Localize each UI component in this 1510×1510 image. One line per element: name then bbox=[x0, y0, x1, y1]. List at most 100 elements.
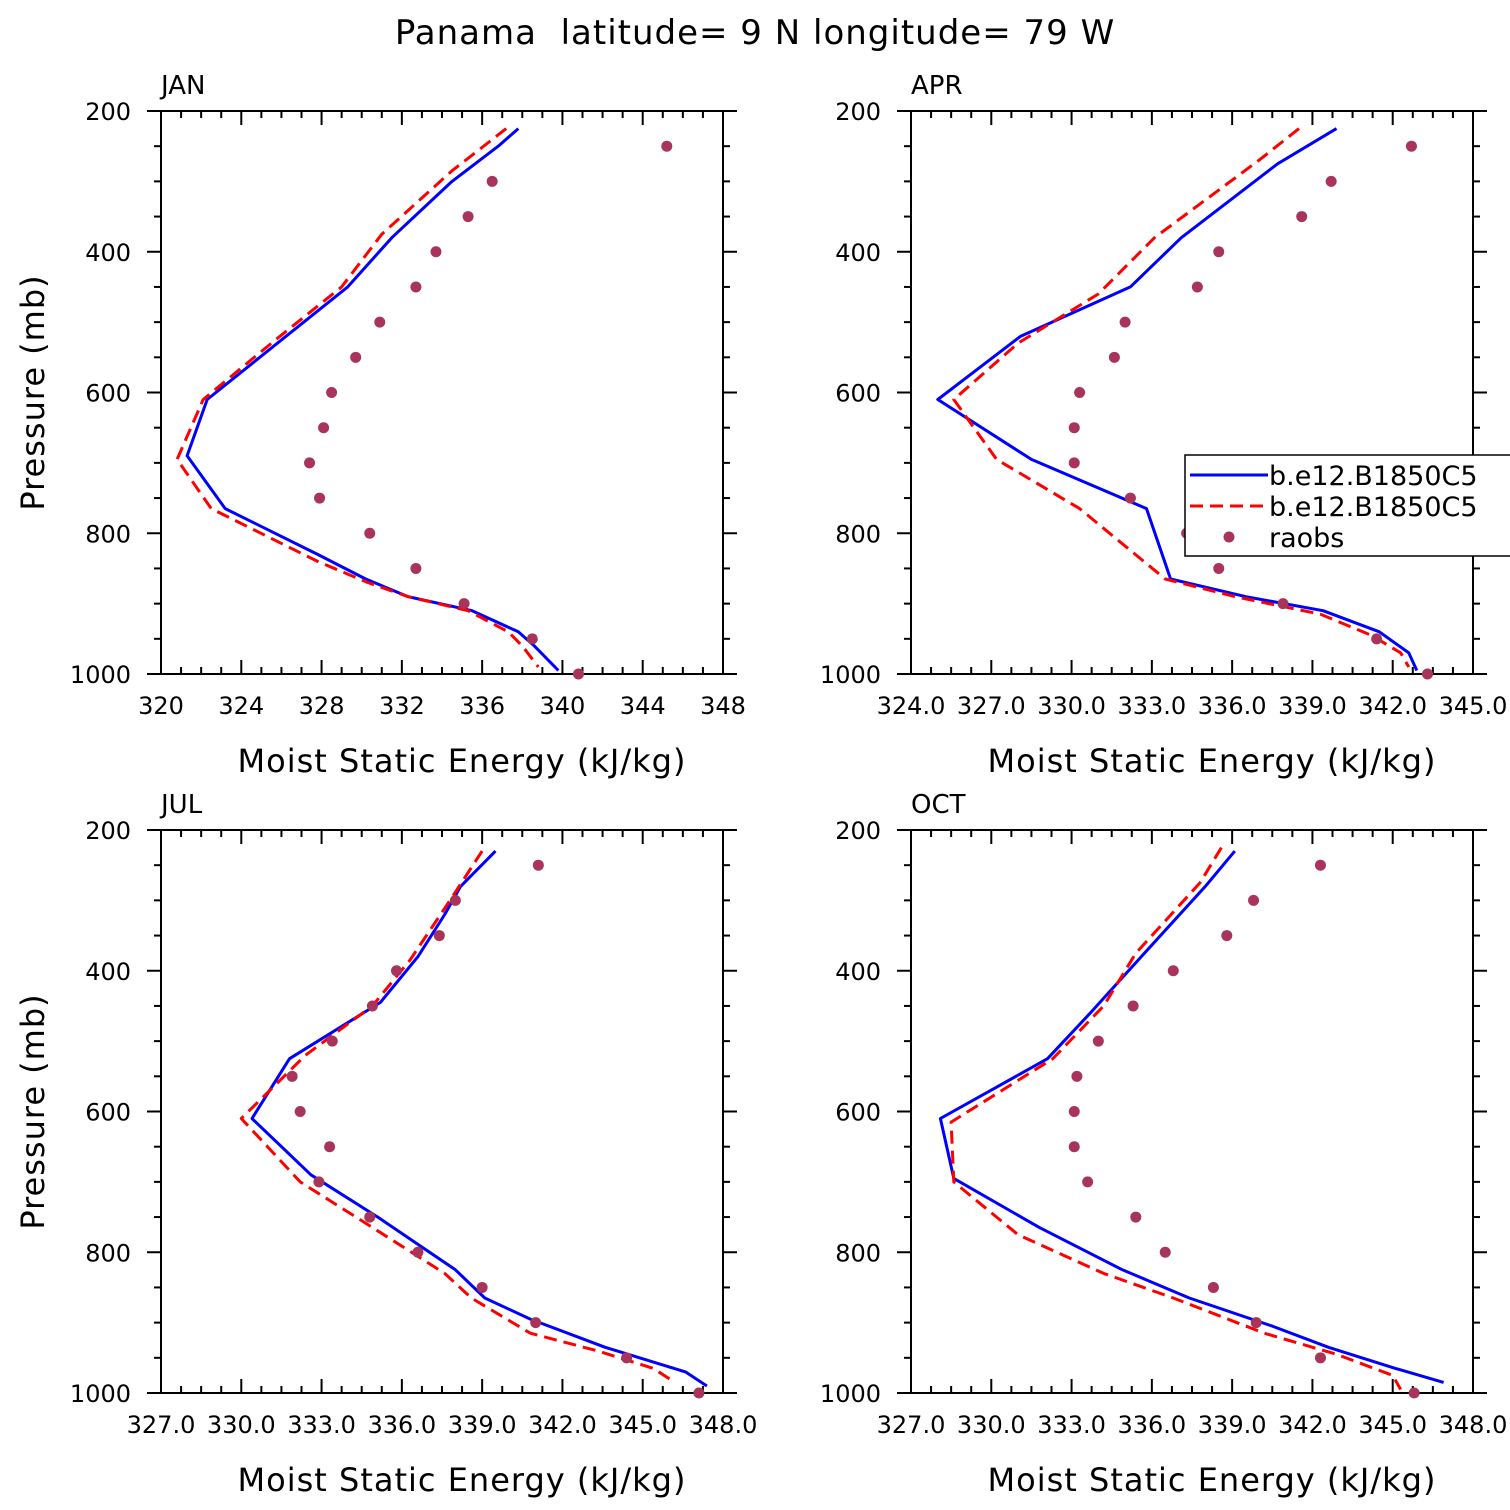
raobs-point bbox=[526, 633, 538, 645]
raobs-point bbox=[621, 1352, 633, 1364]
x-tick-label: 333.0 bbox=[287, 1411, 356, 1439]
x-axis-label: Moist Static Energy (kJ/kg) bbox=[988, 742, 1437, 780]
raobs-point bbox=[1314, 859, 1326, 871]
y-tick-label: 800 bbox=[85, 520, 131, 548]
panel-label: JUL bbox=[159, 790, 203, 820]
raobs-point bbox=[458, 598, 470, 610]
y-tick-label: 200 bbox=[85, 817, 131, 845]
raobs-point bbox=[364, 1211, 376, 1223]
x-tick-label: 340 bbox=[540, 692, 586, 720]
y-tick-label: 600 bbox=[835, 380, 881, 408]
x-tick-label: 327.0 bbox=[957, 692, 1026, 720]
raobs-point bbox=[366, 1000, 378, 1012]
raobs-point bbox=[1068, 1106, 1080, 1117]
panel-jul: 327.0 330.0 333.0 336.0 339.0 342.0 345.0 348.0… bbox=[14, 790, 757, 1499]
raobs-point bbox=[314, 492, 326, 504]
y-axis-label: Pressure (mb) bbox=[14, 993, 52, 1229]
raobs-point bbox=[374, 316, 386, 328]
y-tick-label: 1000 bbox=[820, 1380, 881, 1408]
y-tick-label: 1000 bbox=[70, 661, 131, 689]
raobs-point bbox=[318, 422, 330, 434]
raobs-point bbox=[1068, 1141, 1080, 1153]
raobs-point bbox=[430, 246, 442, 258]
x-tick-label: 345.0 bbox=[1358, 1411, 1427, 1439]
x-tick-label: 328 bbox=[299, 692, 345, 720]
model-series-line-solid bbox=[938, 850, 1445, 1384]
model-series-line-dashed bbox=[952, 127, 1411, 668]
x-tick-label: 333.0 bbox=[1037, 1411, 1106, 1439]
panel-label: APR bbox=[911, 71, 963, 101]
y-tick-label: 400 bbox=[85, 958, 131, 986]
raobs-point bbox=[1408, 1387, 1420, 1399]
raobs-point bbox=[1422, 668, 1434, 680]
raobs-point bbox=[1108, 351, 1120, 363]
y-tick-label: 200 bbox=[85, 98, 131, 126]
series-group bbox=[239, 850, 708, 1388]
raobs-point bbox=[286, 1070, 298, 1082]
x-tick-label: 339.0 bbox=[1278, 692, 1347, 720]
raobs-point bbox=[1405, 140, 1417, 152]
y-tick-label: 200 bbox=[835, 817, 881, 845]
y-tick-label: 600 bbox=[85, 380, 131, 408]
y-tick-label: 400 bbox=[835, 958, 881, 986]
y-axis-label: Pressure (mb) bbox=[14, 274, 52, 510]
raobs-point bbox=[326, 387, 338, 398]
raobs-point bbox=[1068, 457, 1080, 469]
model-series-line-solid bbox=[936, 127, 1419, 672]
x-tick-label: 332 bbox=[379, 692, 425, 720]
raobs-point bbox=[1071, 1070, 1083, 1082]
raobs-point bbox=[1092, 1035, 1104, 1047]
x-tick-label: 330.0 bbox=[1037, 692, 1106, 720]
y-tick-label: 400 bbox=[835, 239, 881, 267]
model-series-line-solid bbox=[250, 850, 708, 1388]
raobs-point bbox=[391, 965, 403, 977]
raobs-point bbox=[1124, 492, 1136, 504]
x-tick-label: 333.0 bbox=[1117, 692, 1186, 720]
y-tick-label: 1000 bbox=[70, 1380, 131, 1408]
x-tick-label: 342.0 bbox=[1358, 692, 1427, 720]
panel-jan: 320 324 328 332 336 340 344 348 200 400 600 800 1000… bbox=[14, 71, 746, 780]
raobs-point bbox=[486, 175, 498, 187]
raobs-point bbox=[1074, 387, 1086, 398]
raobs-point bbox=[410, 281, 422, 293]
raobs-point bbox=[1119, 316, 1131, 328]
series-group bbox=[938, 846, 1445, 1391]
legend-swatch-dot bbox=[1223, 531, 1235, 543]
x-tick-label: 345.0 bbox=[608, 1411, 677, 1439]
x-tick-label: 339.0 bbox=[448, 1411, 517, 1439]
x-tick-label: 348 bbox=[700, 692, 746, 720]
raobs-point bbox=[1250, 1317, 1262, 1329]
panel-label: OCT bbox=[911, 790, 966, 820]
y-tick-label: 200 bbox=[835, 98, 881, 126]
raobs-point bbox=[364, 527, 376, 539]
legend-label: b.e12.B1850C5 bbox=[1269, 492, 1478, 523]
x-tick-label: 344 bbox=[620, 692, 666, 720]
model-series-line-solid bbox=[185, 127, 560, 672]
x-axis-label: Moist Static Energy (kJ/kg) bbox=[238, 1461, 687, 1499]
series-group bbox=[936, 127, 1419, 672]
y-tick-label: 400 bbox=[85, 239, 131, 267]
raobs-point bbox=[1082, 1176, 1094, 1188]
raobs-point bbox=[1159, 1246, 1171, 1258]
raobs-point bbox=[324, 1141, 336, 1153]
raobs-point bbox=[1325, 175, 1337, 187]
raobs-point bbox=[462, 211, 474, 223]
y-tick-label: 800 bbox=[835, 520, 881, 548]
panels: 320 324 328 332 336 340 344 348 200 400 600 800 1000… bbox=[14, 71, 1507, 1499]
raobs-point bbox=[1068, 422, 1080, 434]
y-tick-label: 600 bbox=[835, 1099, 881, 1127]
y-tick-label: 800 bbox=[835, 1239, 881, 1267]
x-axis-label: Moist Static Energy (kJ/kg) bbox=[238, 742, 687, 780]
panel-oct: 327.0 330.0 333.0 336.0 339.0 342.0 345.0 348.0… bbox=[820, 790, 1507, 1499]
raobs-point bbox=[350, 351, 362, 363]
x-tick-label: 342.0 bbox=[1278, 1411, 1347, 1439]
x-tick-label: 324.0 bbox=[877, 692, 946, 720]
x-tick-label: 336.0 bbox=[367, 1411, 436, 1439]
raobs-point bbox=[449, 894, 461, 906]
raobs-point bbox=[294, 1106, 306, 1117]
x-tick-label: 348.0 bbox=[1439, 1411, 1508, 1439]
raobs-point bbox=[412, 1246, 424, 1258]
x-tick-label: 342.0 bbox=[528, 1411, 597, 1439]
raobs-point bbox=[476, 1281, 488, 1293]
